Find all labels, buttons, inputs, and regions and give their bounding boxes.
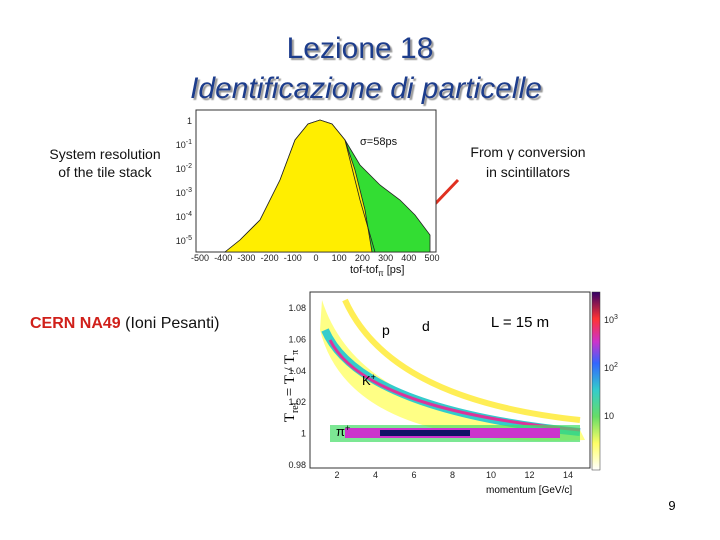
base: 10: [176, 236, 186, 246]
x-tick-label: 8: [450, 470, 455, 480]
fit-curve: [344, 139, 376, 253]
distance: L = 15 m: [491, 314, 549, 331]
sub: rel.: [290, 400, 301, 413]
base: 10: [176, 164, 186, 174]
tick-label: 10: [604, 411, 614, 421]
y-tick-label: 1.06: [288, 334, 306, 344]
tick-label: 103: [604, 314, 618, 325]
particle-label: d: [422, 318, 430, 334]
y-tick-label: 1.08: [288, 303, 306, 313]
subtitle: Identificazione di particelle: [190, 72, 542, 105]
y-axis-label: Trel. = T / Tπ: [282, 350, 301, 422]
x-tick-label: -500: [191, 253, 209, 263]
band: [380, 430, 470, 436]
page-number: 9: [668, 498, 675, 513]
x-tick-label: 500: [424, 253, 439, 263]
mass-plot: p d K+ π+ momentum [GeV/c]: [309, 291, 601, 496]
base: 10: [176, 212, 186, 222]
x-axis-label: tof-tofπ [ps]: [350, 264, 404, 278]
title: Lezione 18: [287, 32, 434, 65]
pi: π: [336, 424, 345, 439]
k: K: [362, 373, 371, 388]
t: T: [282, 413, 298, 422]
charge: +: [345, 423, 350, 433]
x-axis-label: momentum [GeV/c]: [486, 485, 572, 496]
note-line: of the tile stack: [58, 164, 152, 180]
experiment: CERN NA49 (Ioni Pesanti): [30, 315, 219, 332]
x-tick-label: 10: [486, 470, 496, 480]
gauss-area: [223, 119, 373, 253]
tick-label: 10-1: [176, 139, 192, 150]
label: tof-tof: [350, 264, 379, 276]
t: = T / T: [282, 355, 298, 400]
unit: [ps]: [384, 264, 405, 276]
x-tick-label: -200: [261, 253, 279, 263]
x-tick-label: 6: [411, 470, 416, 480]
particle-label: p: [382, 322, 390, 338]
y-tick-label: 0.98: [288, 460, 306, 470]
note-line: From γ conversion: [470, 144, 585, 160]
exp: -4: [186, 211, 192, 218]
x-tick-label: 0: [313, 253, 318, 263]
y-tick-label: 1: [301, 429, 306, 439]
sigma-label: σ=58ps: [360, 136, 398, 148]
base: 10: [176, 140, 186, 150]
particle-label: π+: [336, 423, 350, 439]
x-tick-label: 14: [563, 470, 573, 480]
y-tick-label: 1.04: [288, 366, 306, 376]
base: 10: [176, 188, 186, 198]
sub: π: [290, 350, 301, 355]
colorbar: [591, 291, 601, 471]
y-tick-label: 1.02: [288, 397, 306, 407]
exp: -1: [186, 139, 192, 146]
tick-label: 10-2: [176, 163, 192, 174]
exp: -3: [186, 187, 192, 194]
experiment-name: CERN NA49: [30, 315, 121, 332]
x-tick-label: 400: [401, 253, 416, 263]
x-tick-label: 2: [334, 470, 339, 480]
x-tick-label: 100: [332, 253, 347, 263]
exp: 2: [614, 362, 618, 369]
charge: +: [371, 372, 376, 382]
x-tick-label: -400: [214, 253, 232, 263]
band: [328, 339, 581, 432]
exp: -2: [186, 163, 192, 170]
base: 1: [187, 116, 192, 126]
x-tick-label: -100: [284, 253, 302, 263]
base: 10: [604, 363, 614, 373]
x-tick-label: 12: [524, 470, 534, 480]
band: [320, 300, 585, 441]
band: [342, 298, 581, 423]
tof-plot: σ=58ps tof-tofπ [ps]: [195, 109, 437, 278]
exp: -5: [186, 235, 192, 242]
note-line: in scintillators: [486, 164, 570, 180]
tick-label: 1: [187, 116, 192, 126]
x-tick-label: -300: [237, 253, 255, 263]
x-tick-label: 4: [373, 470, 378, 480]
note-line: System resolution: [49, 146, 160, 162]
base: 10: [604, 411, 614, 421]
tick-label: 102: [604, 362, 618, 373]
tick-label: 10-4: [176, 211, 192, 222]
sub: π: [378, 269, 384, 278]
experiment-note: (Ioni Pesanti): [121, 315, 220, 332]
base: 10: [604, 315, 614, 325]
exp: 3: [614, 314, 618, 321]
tick-label: 10-3: [176, 187, 192, 198]
particle-label: K+: [362, 372, 376, 388]
x-tick-label: 300: [378, 253, 393, 263]
x-tick-label: 200: [355, 253, 370, 263]
tick-label: 10-5: [176, 235, 192, 246]
